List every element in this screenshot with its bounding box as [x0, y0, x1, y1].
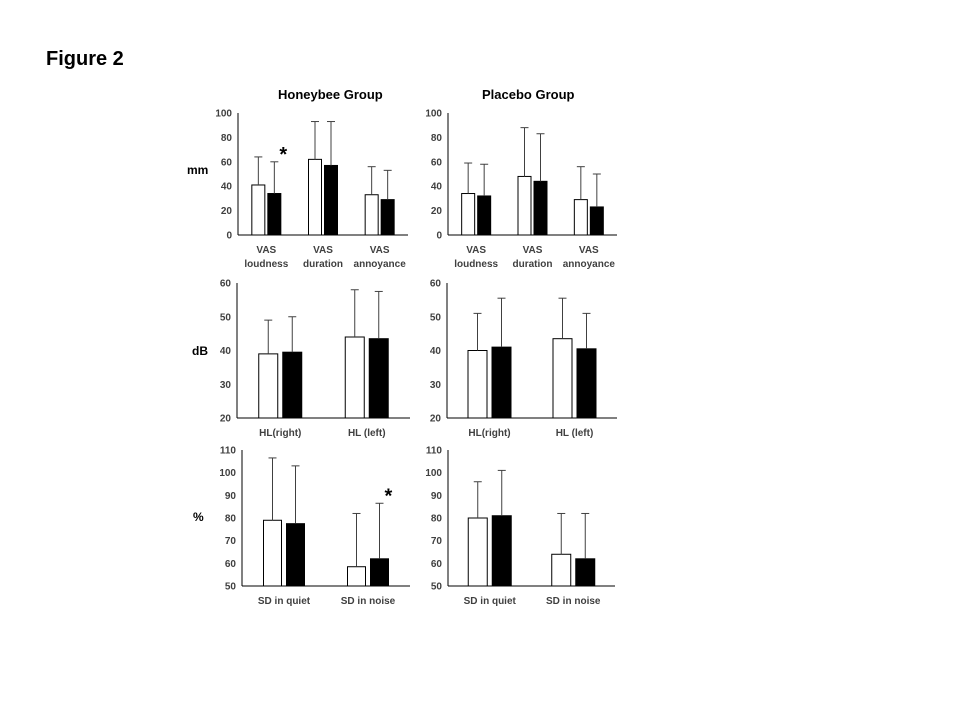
- y-tick-label: 80: [431, 133, 443, 144]
- significance-asterisk: *: [385, 485, 393, 507]
- bar-white: [308, 158, 322, 236]
- x-category-label: duration: [303, 259, 343, 270]
- bar-black: [368, 338, 389, 419]
- y-tick-label: 90: [431, 491, 443, 502]
- y-tick-label: 40: [221, 182, 233, 193]
- y-tick-label: 70: [431, 536, 443, 547]
- x-category-label: annoyance: [563, 259, 616, 270]
- bar-black: [533, 180, 548, 236]
- y-tick-label: 50: [430, 312, 442, 323]
- y-tick-label: 60: [430, 279, 442, 290]
- y-tick-label: 60: [225, 559, 237, 570]
- y-tick-label: 60: [221, 157, 233, 168]
- bar-black: [491, 346, 512, 419]
- bar-black: [380, 199, 395, 236]
- y-tick-label: 100: [425, 468, 442, 479]
- unit-label-percent: %: [193, 510, 204, 524]
- y-tick-label: 20: [220, 414, 232, 425]
- x-category-label: SD in quiet: [464, 596, 517, 607]
- y-tick-label: 100: [215, 109, 232, 120]
- bar-white: [263, 519, 282, 587]
- y-tick-label: 0: [436, 231, 442, 242]
- honeybee-group-title: Honeybee Group: [278, 87, 383, 102]
- unit-label-mm: mm: [187, 163, 209, 177]
- y-tick-label: 50: [220, 312, 232, 323]
- bar-white: [517, 175, 532, 236]
- x-category-label: VAS: [313, 245, 333, 256]
- y-tick-label: 110: [220, 446, 237, 457]
- x-category-label: loudness: [454, 259, 498, 270]
- bar-white: [344, 336, 365, 419]
- x-category-label: annoyance: [354, 259, 407, 270]
- x-category-label: VAS: [370, 245, 390, 256]
- significance-asterisk: *: [279, 144, 287, 166]
- bar-white: [551, 553, 572, 587]
- x-category-label: HL(right): [259, 428, 301, 439]
- bar-black: [575, 558, 596, 587]
- bar-black: [491, 515, 512, 587]
- y-tick-label: 20: [430, 414, 442, 425]
- bar-white: [251, 184, 266, 236]
- bar-white: [461, 193, 476, 236]
- y-tick-label: 60: [431, 157, 443, 168]
- x-category-label: HL(right): [468, 428, 510, 439]
- bar-white: [467, 517, 488, 587]
- y-tick-label: 90: [225, 491, 237, 502]
- figure-title: Figure 2: [46, 48, 124, 70]
- x-category-label: SD in noise: [546, 596, 601, 607]
- y-tick-label: 110: [426, 446, 443, 457]
- x-category-label: loudness: [244, 259, 288, 270]
- y-tick-label: 40: [220, 346, 232, 357]
- x-category-label: HL (left): [348, 428, 386, 439]
- bar-black: [477, 195, 492, 236]
- y-tick-label: 60: [431, 559, 443, 570]
- y-tick-label: 0: [226, 231, 232, 242]
- bar-white: [573, 199, 588, 236]
- y-tick-label: 40: [431, 182, 443, 193]
- x-category-label: VAS: [256, 245, 276, 256]
- x-category-label: SD in quiet: [258, 596, 311, 607]
- y-tick-label: 20: [221, 206, 233, 217]
- bar-black: [576, 348, 597, 419]
- x-category-label: VAS: [466, 245, 486, 256]
- y-tick-label: 80: [221, 133, 233, 144]
- y-tick-label: 40: [430, 346, 442, 357]
- bar-white: [552, 338, 573, 419]
- y-tick-label: 20: [431, 206, 443, 217]
- y-tick-label: 30: [220, 380, 232, 391]
- x-category-label: HL (left): [556, 428, 594, 439]
- y-tick-label: 60: [220, 279, 232, 290]
- x-category-label: duration: [513, 259, 553, 270]
- y-tick-label: 30: [430, 380, 442, 391]
- placebo-group-title: Placebo Group: [482, 87, 575, 102]
- bar-black: [267, 193, 282, 236]
- y-tick-label: 50: [431, 582, 443, 593]
- y-tick-label: 100: [425, 109, 442, 120]
- y-tick-label: 80: [225, 514, 237, 525]
- bar-white: [467, 350, 488, 419]
- x-category-label: SD in noise: [341, 596, 396, 607]
- y-tick-label: 70: [225, 536, 237, 547]
- bar-white: [258, 353, 279, 419]
- bar-black: [286, 523, 305, 587]
- y-tick-label: 100: [219, 468, 236, 479]
- y-tick-label: 80: [431, 514, 443, 525]
- y-tick-label: 50: [225, 582, 237, 593]
- x-category-label: VAS: [523, 245, 543, 256]
- bar-black: [589, 206, 604, 236]
- bar-black: [282, 351, 303, 419]
- bar-black: [370, 558, 389, 587]
- bar-white: [347, 566, 366, 587]
- bar-black: [324, 164, 338, 236]
- bar-white: [364, 194, 379, 236]
- x-category-label: VAS: [579, 245, 599, 256]
- unit-label-db: dB: [192, 344, 208, 358]
